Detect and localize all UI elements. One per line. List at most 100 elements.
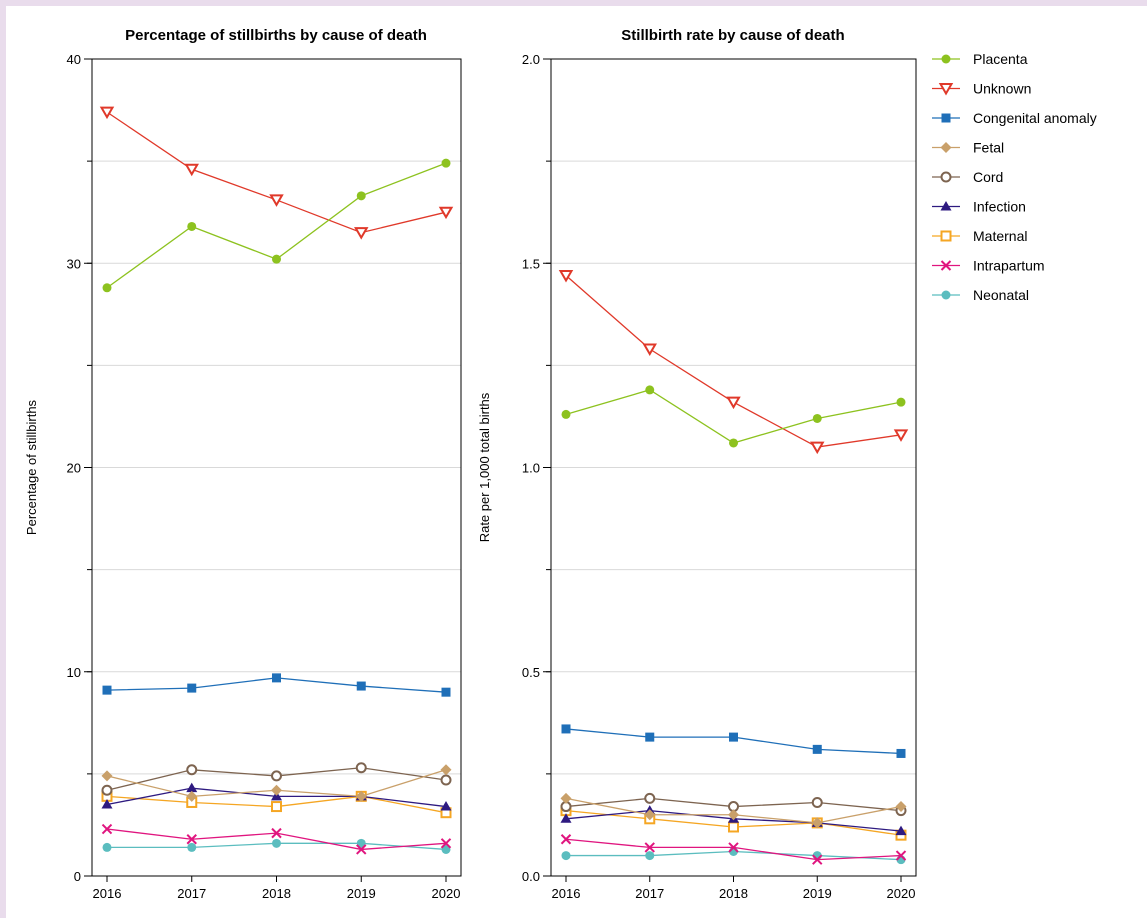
data-point-placenta bbox=[102, 283, 112, 293]
series-line-unknown bbox=[106, 111, 447, 234]
data-point-neonatal bbox=[356, 838, 366, 848]
data-point-fetal bbox=[271, 784, 282, 796]
x-tick-label: 2016 bbox=[552, 886, 581, 901]
data-point-placenta bbox=[356, 191, 366, 201]
y-tick-label: 40 bbox=[67, 52, 81, 67]
data-point-maternal bbox=[271, 801, 282, 813]
data-point-congenital-anomaly bbox=[729, 732, 738, 742]
legend-item-placenta: Placenta bbox=[932, 51, 1028, 67]
legend-item-neonatal: Neonatal bbox=[932, 287, 1029, 303]
data-point-cord bbox=[186, 764, 198, 776]
data-point-fetal bbox=[186, 790, 198, 802]
data-point-fetal bbox=[101, 770, 113, 782]
data-point-cord bbox=[271, 770, 282, 782]
data-point-unknown bbox=[438, 206, 454, 220]
data-point-unknown bbox=[184, 163, 199, 177]
legend-marker bbox=[941, 290, 951, 300]
data-point-intrapartum bbox=[271, 827, 282, 839]
legend-item-unknown: Unknown bbox=[932, 81, 1031, 97]
data-point-intrapartum bbox=[560, 834, 572, 845]
data-point-congenital-anomaly bbox=[102, 685, 112, 695]
series-congenital-anomaly bbox=[102, 673, 451, 697]
series-cord bbox=[101, 762, 452, 796]
chart-legend: Placenta Unknown Congenital anomaly Fetal Co… bbox=[932, 51, 1097, 303]
legend-label: Infection bbox=[973, 199, 1026, 215]
data-point-maternal bbox=[728, 821, 739, 833]
data-point-neonatal bbox=[645, 851, 655, 861]
legend-label: Fetal bbox=[973, 140, 1004, 156]
data-point-unknown bbox=[269, 194, 284, 207]
series-intrapartum bbox=[560, 834, 907, 865]
data-point-intrapartum bbox=[812, 854, 823, 865]
chart-title: Stillbirth rate by cause of death bbox=[621, 27, 844, 44]
data-point-placenta bbox=[729, 438, 738, 448]
data-point-cord bbox=[644, 792, 656, 804]
x-tick-label: 2019 bbox=[347, 886, 376, 901]
legend-item-maternal: Maternal bbox=[932, 228, 1027, 244]
data-point-placenta bbox=[561, 409, 571, 419]
series-neonatal bbox=[561, 846, 906, 865]
legend-marker bbox=[940, 142, 952, 153]
series-fetal bbox=[560, 792, 907, 829]
x-tick-label: 2018 bbox=[719, 886, 748, 901]
legend-marker bbox=[940, 171, 952, 183]
x-tick-label: 2020 bbox=[887, 886, 916, 901]
data-point-placenta bbox=[645, 385, 655, 395]
data-point-intrapartum bbox=[186, 834, 197, 845]
data-point-neonatal bbox=[441, 844, 451, 854]
data-point-cord bbox=[440, 774, 452, 786]
data-point-intrapartum bbox=[356, 844, 367, 855]
data-point-cord bbox=[355, 762, 367, 774]
data-point-unknown bbox=[726, 396, 741, 410]
data-point-infection bbox=[186, 782, 198, 793]
data-point-unknown bbox=[893, 429, 909, 442]
data-point-intrapartum bbox=[101, 823, 113, 835]
data-point-neonatal bbox=[561, 851, 571, 861]
data-point-cord bbox=[811, 796, 823, 808]
legend-item-cord: Cord bbox=[932, 169, 1003, 185]
x-tick-label: 2017 bbox=[177, 886, 206, 901]
series-fetal bbox=[101, 764, 452, 802]
y-axis-label: Rate per 1,000 total births bbox=[477, 392, 492, 542]
chart-figure: Percentage of stillbirths by cause of de… bbox=[6, 6, 1147, 918]
data-point-placenta bbox=[441, 158, 451, 168]
data-point-congenital-anomaly bbox=[812, 744, 822, 754]
y-tick-label: 1.0 bbox=[522, 461, 540, 476]
y-tick-label: 0.5 bbox=[522, 665, 540, 680]
data-point-infection bbox=[560, 813, 572, 823]
series-congenital-anomaly bbox=[561, 724, 906, 758]
data-point-neonatal bbox=[272, 838, 281, 848]
data-point-cord bbox=[101, 784, 113, 796]
legend-label: Neonatal bbox=[973, 287, 1029, 303]
legend-marker bbox=[940, 260, 952, 271]
data-point-fetal bbox=[644, 809, 656, 821]
y-tick-label: 10 bbox=[67, 665, 81, 680]
chart-canvas: Percentage of stillbirths by cause of de… bbox=[24, 27, 1097, 901]
legend-marker bbox=[938, 83, 954, 96]
series-placenta bbox=[561, 385, 906, 448]
series-line-unknown bbox=[565, 275, 902, 448]
data-point-fetal bbox=[728, 809, 739, 821]
data-point-infection bbox=[895, 825, 907, 836]
x-tick-label: 2020 bbox=[432, 886, 461, 901]
data-point-infection bbox=[440, 801, 452, 811]
legend-item-intrapartum: Intrapartum bbox=[932, 258, 1045, 274]
y-tick-label: 0.0 bbox=[522, 869, 540, 884]
legend-label: Cord bbox=[973, 169, 1003, 185]
series-line-placenta bbox=[106, 162, 447, 289]
data-point-placenta bbox=[272, 254, 281, 264]
x-tick-label: 2017 bbox=[635, 886, 664, 901]
chart-panel-2: Stillbirth rate by cause of death 0.0 0.5 1… bbox=[477, 27, 917, 901]
x-tick-label: 2016 bbox=[93, 886, 122, 901]
legend-label: Maternal bbox=[973, 228, 1027, 244]
legend-label: Placenta bbox=[973, 51, 1028, 67]
data-point-intrapartum bbox=[895, 850, 907, 861]
y-tick-label: 20 bbox=[67, 461, 81, 476]
x-tick-label: 2019 bbox=[803, 886, 832, 901]
data-point-congenital-anomaly bbox=[356, 681, 366, 691]
data-point-congenital-anomaly bbox=[187, 683, 197, 693]
legend-label: Intrapartum bbox=[973, 258, 1045, 274]
y-axis-label: Percentage of stillbirths bbox=[24, 399, 39, 535]
legend-marker bbox=[941, 113, 951, 123]
y-tick-label: 30 bbox=[67, 256, 81, 271]
